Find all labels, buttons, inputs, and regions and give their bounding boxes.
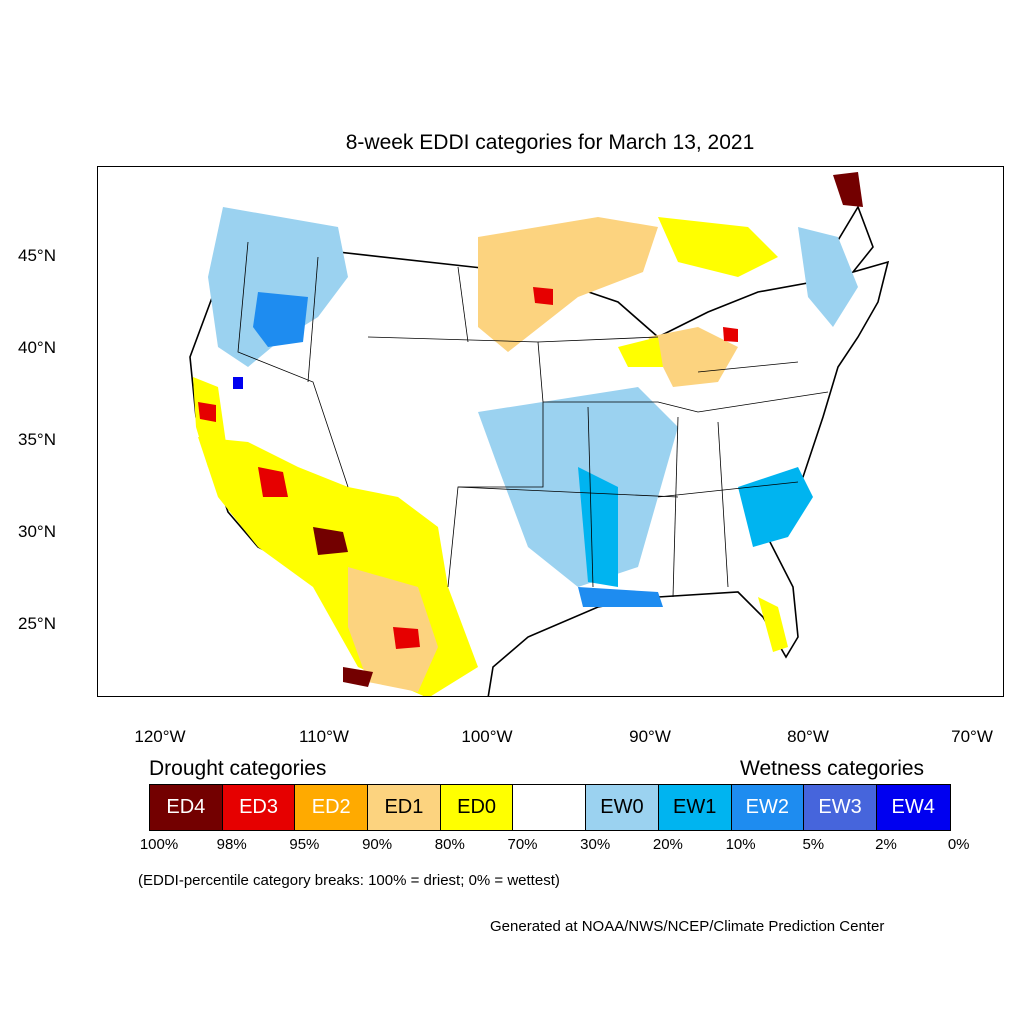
wet-ew0-northwest bbox=[208, 207, 348, 367]
drought-ed3-dakota bbox=[533, 287, 553, 305]
eddi-map bbox=[189, 172, 890, 696]
wet-ew0-northeast bbox=[798, 227, 858, 327]
drought-ed0-plains bbox=[658, 217, 778, 277]
percentile-break: 90% bbox=[362, 836, 393, 853]
lon-label: 120°W bbox=[134, 727, 186, 746]
wetness-heading: Wetness categories bbox=[740, 757, 925, 780]
lat-label: 25°N bbox=[18, 614, 56, 633]
map-panel bbox=[97, 166, 1004, 697]
category-legend: ED4 ED3 ED2 ED1 ED0 EW0 EW1 EW2 EW3 EW4 bbox=[149, 784, 951, 831]
legend-category: ED4 bbox=[150, 785, 223, 830]
drought-heading: Drought categories bbox=[149, 757, 327, 780]
percentile-break: 10% bbox=[725, 836, 756, 853]
drought-ed4-quebec bbox=[833, 172, 863, 207]
legend-category: EW0 bbox=[586, 785, 659, 830]
percentile-break: 2% bbox=[875, 836, 897, 853]
legend-category: EW1 bbox=[658, 785, 732, 830]
legend-category bbox=[513, 785, 587, 830]
lat-label: 35°N bbox=[18, 430, 56, 449]
lat-label: 30°N bbox=[18, 522, 56, 541]
lat-label: 45°N bbox=[18, 246, 56, 265]
state-boundaries bbox=[237, 241, 829, 598]
percentile-break: 100% bbox=[139, 836, 179, 853]
percentile-break: 20% bbox=[652, 836, 683, 853]
percentile-break: 70% bbox=[507, 836, 538, 853]
percentile-break: 98% bbox=[216, 836, 247, 853]
drought-ed3-nevada bbox=[258, 467, 288, 497]
credit-line: Generated at NOAA/NWS/NCEP/Climate Predi… bbox=[490, 918, 885, 935]
drought-ed0-california bbox=[193, 377, 228, 467]
percentile-break: 30% bbox=[580, 836, 611, 853]
wet-ew2-northwest bbox=[253, 292, 308, 347]
map-title: 8-week EDDI categories for March 13, 202… bbox=[345, 131, 755, 154]
percentile-break: 95% bbox=[289, 836, 320, 853]
legend-category: EW4 bbox=[876, 785, 950, 830]
legend-category: ED1 bbox=[368, 785, 441, 830]
wet-ew2-gulf bbox=[578, 587, 663, 607]
drought-ed4-mexico bbox=[343, 667, 373, 687]
drought-ed3-mexico bbox=[393, 627, 420, 649]
legend-category: EW2 bbox=[731, 785, 805, 830]
wet-ew0-central bbox=[478, 387, 678, 587]
drought-ed4-arizona bbox=[313, 527, 348, 555]
wet-ew4-nevada bbox=[233, 377, 243, 389]
legend-category: ED3 bbox=[222, 785, 296, 830]
legend-category: ED2 bbox=[295, 785, 369, 830]
lon-label: 110°W bbox=[299, 727, 349, 746]
lat-label: 40°N bbox=[18, 338, 56, 357]
category-note: (EDDI-percentile category breaks: 100% =… bbox=[138, 872, 560, 889]
drought-ed3-california bbox=[198, 402, 216, 422]
drought-ed3-michigan bbox=[723, 327, 738, 342]
drought-ed1-greatlakes bbox=[648, 327, 738, 387]
percentile-break: 80% bbox=[434, 836, 465, 853]
percentile-break: 5% bbox=[802, 836, 825, 853]
drought-ed1-plains bbox=[478, 217, 658, 352]
legend-category: ED0 bbox=[440, 785, 514, 830]
lon-label: 100°W bbox=[461, 727, 513, 746]
wet-ew1-carolina bbox=[738, 467, 813, 547]
lon-label: 80°W bbox=[787, 727, 829, 746]
drought-ed0-florida bbox=[758, 597, 788, 652]
lon-label: 70°W bbox=[951, 727, 993, 746]
drought-ed0-greatlakes bbox=[618, 337, 663, 367]
drought-ed1-southwest bbox=[348, 567, 438, 692]
wet-ew1-southeast bbox=[578, 467, 618, 587]
lon-label: 90°W bbox=[629, 727, 671, 746]
percentile-break: 0% bbox=[947, 836, 970, 853]
legend-category: EW3 bbox=[804, 785, 877, 830]
